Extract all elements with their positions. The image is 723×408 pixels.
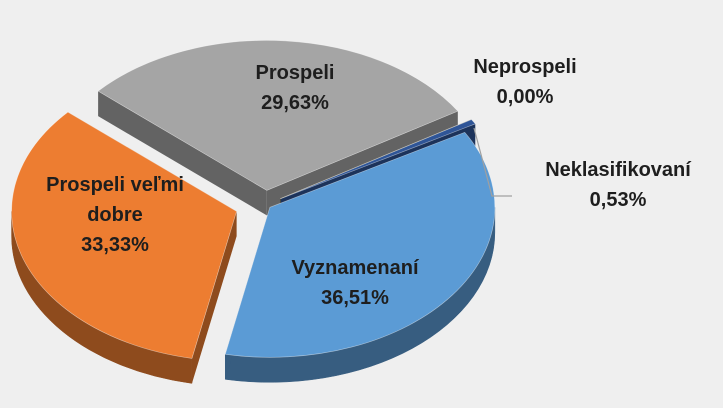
data-label: Vyznamenaní 36,51% (260, 253, 450, 313)
value-label: 29,63% (261, 92, 329, 114)
slice (11, 111, 237, 359)
value-label: 0,53% (589, 189, 647, 211)
value-label: 0,00% (496, 86, 554, 108)
slice-cut (191, 211, 237, 384)
slice (280, 119, 476, 200)
data-label: Neprospeli 0,00% (430, 52, 620, 112)
leader-line (473, 127, 512, 197)
category-label: Neprospeli (473, 56, 577, 78)
data-label: Prospeli veľmi dobre 33,33% (33, 170, 198, 260)
slice (97, 40, 459, 191)
category-label: Prospeli (255, 62, 335, 84)
slice (224, 131, 496, 358)
data-label: Prospeli 29,63% (200, 58, 390, 118)
category-label: Vyznamenaní (291, 257, 419, 279)
category-label: Prospeli veľmi dobre (46, 174, 184, 226)
value-label: 36,51% (321, 287, 389, 309)
category-label: Neklasifikovaní (545, 159, 691, 181)
data-label: Neklasifikovaní 0,53% (523, 155, 713, 215)
slice-cut (98, 91, 267, 216)
value-label: 33,33% (81, 234, 149, 256)
